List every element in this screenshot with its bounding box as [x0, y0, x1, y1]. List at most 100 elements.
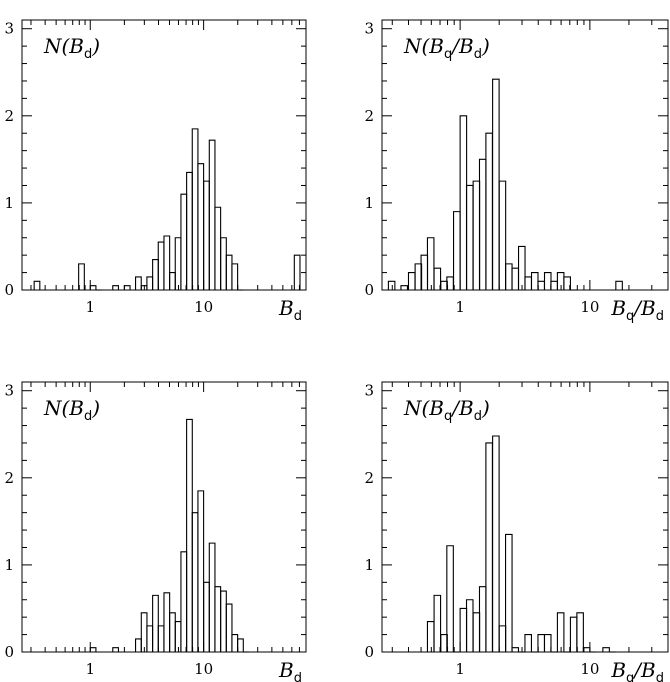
x-tick-label: 1 [455, 298, 465, 316]
panel-label-sub: d [84, 409, 92, 424]
histogram-bin [146, 276, 154, 290]
histogram-bin [582, 647, 591, 652]
histogram-bin [123, 285, 131, 290]
histogram-bin [478, 158, 487, 290]
histogram-bin [197, 490, 205, 652]
histogram-bin [112, 647, 119, 652]
histogram-bin [472, 612, 481, 652]
histogram-bin [524, 276, 532, 290]
histogram-bin [433, 267, 442, 290]
panel-label-sub: d [84, 47, 92, 62]
histogram-bin [498, 180, 507, 290]
x-axis-label-tail-sub: d [656, 309, 664, 324]
histogram-bin [237, 638, 244, 652]
histogram-bin [33, 280, 41, 290]
y-tick-label: 1 [364, 556, 374, 574]
x-axis-label-main: B [610, 658, 626, 682]
histogram-bin [293, 254, 301, 290]
x-axis-label-main: B [610, 296, 626, 320]
x-tick-label: 10 [194, 298, 213, 316]
histogram-bin [191, 128, 199, 290]
histogram-bin [135, 276, 142, 290]
histogram-bin [180, 193, 188, 290]
panel-label: N(Bq/Bd) [403, 34, 490, 62]
y-tick-label: 3 [364, 382, 374, 400]
y-tick-label: 0 [4, 281, 14, 299]
histogram-bin [433, 594, 442, 652]
y-tick-label: 3 [364, 20, 374, 38]
panel-label-close2: ) [481, 34, 490, 58]
x-axis-label-sub: q [626, 309, 634, 324]
panel-label-sub: q [444, 47, 452, 62]
histogram-bin [426, 237, 435, 290]
histogram-bin [543, 634, 552, 652]
panel-label-sub: q [444, 409, 452, 424]
histogram-bin [220, 590, 227, 652]
x-axis-label: Bq/Bd [610, 296, 664, 324]
histogram-bin [146, 625, 154, 652]
histogram-bin [530, 272, 539, 290]
histogram-bin [220, 237, 227, 290]
x-axis-label-tail: /B [632, 296, 655, 320]
histogram-bin [517, 245, 526, 290]
histogram-bin [163, 592, 171, 652]
histogram-bin [400, 285, 408, 290]
panel-label: N(Bd) [43, 34, 100, 62]
histogram-bin [485, 132, 493, 290]
histogram-bin [208, 542, 216, 652]
x-tick-label: 1 [85, 660, 95, 678]
histogram-bin [576, 612, 584, 652]
y-tick-label: 3 [4, 382, 14, 400]
panel-label-close2: ) [481, 396, 490, 420]
y-tick-label: 2 [364, 469, 374, 487]
x-axis-label: Bq/Bd [610, 658, 664, 682]
panel-label-main: N(B [43, 34, 84, 58]
histogram-bin [492, 435, 500, 652]
histogram-bin [186, 171, 193, 290]
panel-label: N(Bq/Bd) [403, 396, 490, 424]
histogram-bin [191, 512, 199, 652]
histogram-bin [214, 586, 222, 652]
histogram-bin [407, 272, 416, 290]
y-tick-label: 1 [4, 556, 14, 574]
histogram-bin [478, 586, 487, 652]
panel-label-sub2: d [474, 409, 482, 424]
histogram-bin [203, 581, 210, 652]
histogram-bin [231, 263, 239, 290]
x-axis-label-main: B [278, 658, 294, 682]
x-axis-label-sub: q [626, 671, 634, 682]
x-axis-label-tail-sub: d [656, 671, 664, 682]
histogram-bin [157, 625, 165, 652]
y-tick-label: 2 [4, 469, 14, 487]
x-tick-label: 1 [85, 298, 95, 316]
x-axis-label-main: B [278, 296, 294, 320]
histogram-bin [505, 533, 513, 652]
y-tick-label: 1 [4, 194, 14, 212]
x-axis-label-tail: /B [632, 658, 655, 682]
histogram-bin [112, 285, 119, 290]
panel-label-main: N(B [403, 34, 444, 58]
plot-frame [381, 381, 669, 653]
histogram-bin [163, 235, 171, 290]
histogram-bin [498, 625, 507, 652]
histogram-bin [140, 612, 148, 652]
histogram-bin [537, 634, 545, 652]
x-tick-label: 10 [580, 298, 599, 316]
histogram-bin [135, 638, 142, 652]
histogram-bin [225, 603, 233, 652]
histogram-bin [225, 254, 233, 290]
histogram-bin [180, 551, 188, 652]
histogram-bin [157, 241, 165, 290]
histogram-bin [465, 599, 474, 652]
histogram-bin [472, 180, 481, 290]
histogram-bin [414, 263, 423, 290]
histogram-bin [543, 272, 552, 290]
histogram-bin [231, 634, 239, 652]
histogram-bin [208, 139, 216, 290]
panel-label-main: N(B [403, 396, 444, 420]
histogram-bin [203, 180, 210, 290]
histogram-bin [78, 263, 85, 290]
histogram-bin [459, 607, 468, 652]
histogram-bin [89, 285, 97, 290]
